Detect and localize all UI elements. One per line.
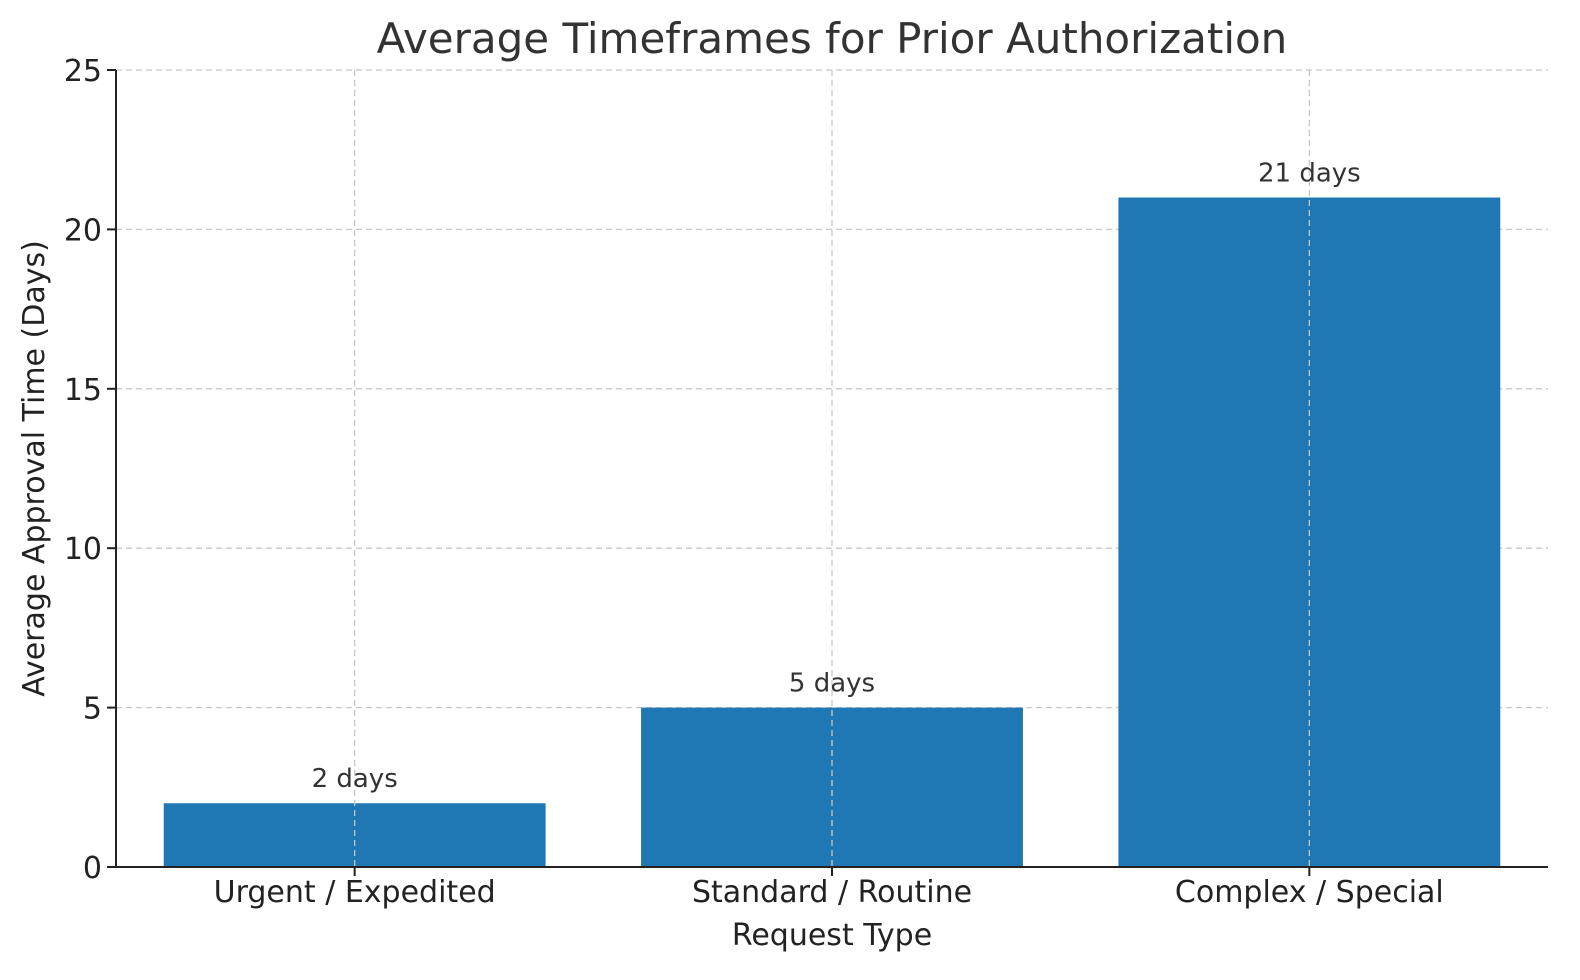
- y-tick-label: 0: [83, 851, 102, 886]
- y-tick-label: 20: [64, 213, 102, 248]
- bar-value-label: 5 days: [789, 669, 875, 699]
- x-axis-label: Request Type: [732, 918, 932, 953]
- chart-title: Average Timeframes for Prior Authorizati…: [377, 14, 1288, 63]
- x-tick-label: Complex / Special: [1175, 875, 1444, 910]
- y-tick-label: 15: [64, 373, 102, 408]
- x-tick-label: Urgent / Expedited: [214, 875, 496, 910]
- y-tick-label: 5: [83, 692, 102, 727]
- y-tick-label: 25: [64, 54, 102, 89]
- y-tick-label: 10: [64, 532, 102, 567]
- bar-labels: 2 days 5 days 21 days: [312, 159, 1361, 795]
- bar-value-label: 21 days: [1258, 159, 1361, 189]
- ticks: 0 5 10 15 20 25 Urgent / Expedited Standard / R…: [64, 54, 1444, 910]
- y-axis-label: Average Approval Time (Days): [17, 240, 52, 697]
- bar-value-label: 2 days: [312, 764, 398, 794]
- x-tick-label: Standard / Routine: [692, 875, 972, 910]
